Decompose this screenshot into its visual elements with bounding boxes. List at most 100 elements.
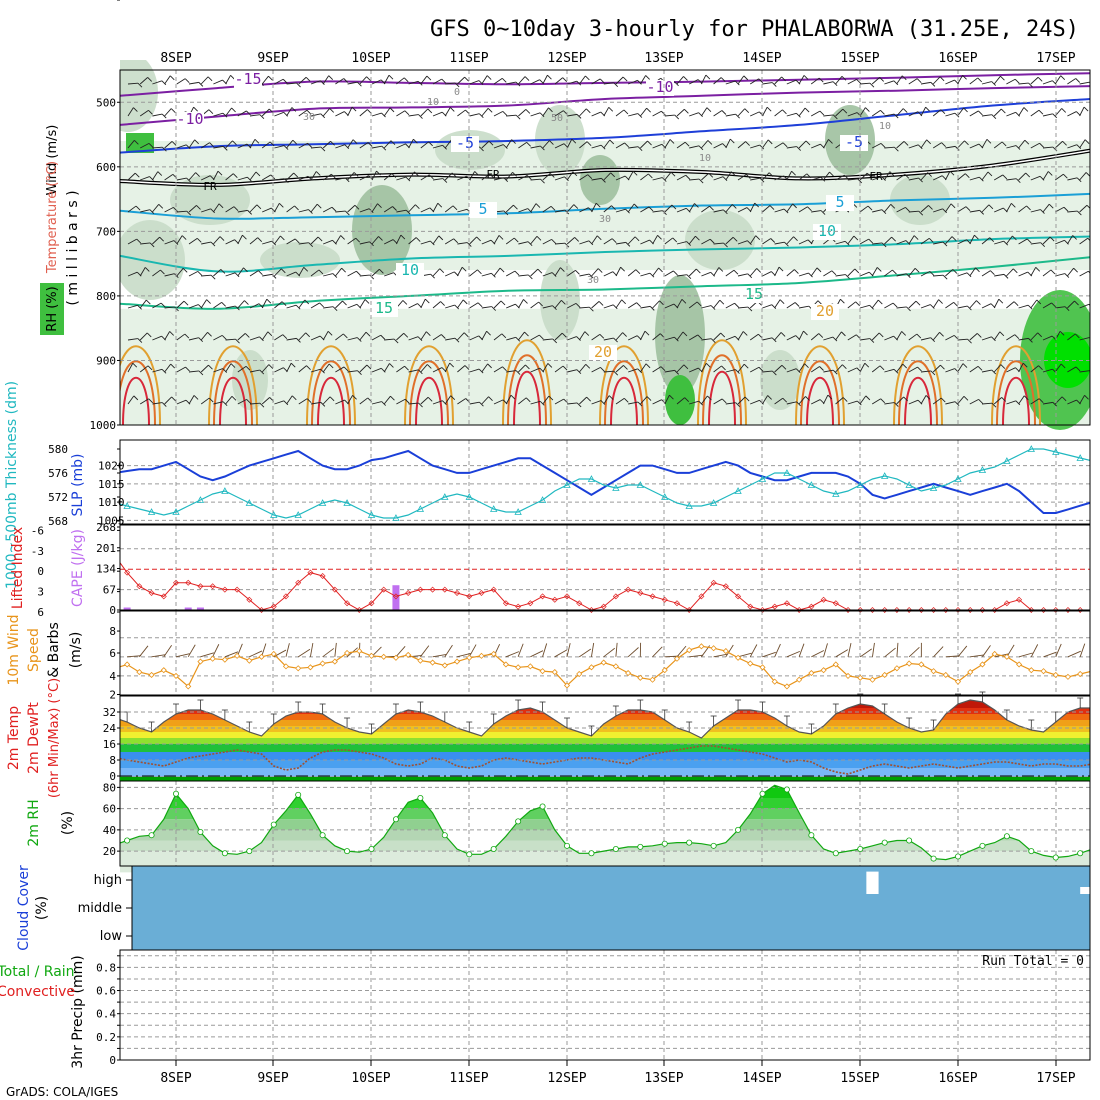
wind-barb <box>286 337 297 341</box>
thickness-marker <box>783 469 791 476</box>
wind-barb <box>396 77 405 85</box>
lifted-index-marker <box>502 600 509 607</box>
wind10m-marker <box>258 653 265 660</box>
wind-barb-flag <box>488 396 493 401</box>
wind-barb <box>1079 270 1089 277</box>
thickness-marker <box>1076 454 1084 461</box>
wind-barb <box>603 107 610 117</box>
wind-barb-flag <box>424 298 430 304</box>
wind-barb-flag <box>476 236 481 242</box>
wind-barb <box>615 241 626 245</box>
wind-barb-flag <box>906 306 911 312</box>
wind-barb <box>969 300 977 309</box>
wind-barb <box>567 80 577 85</box>
wind-barb <box>847 112 858 117</box>
wind-barb <box>859 82 871 85</box>
contour-label-bg <box>813 224 841 240</box>
wind-barb <box>383 395 391 405</box>
wind-barb-flag <box>881 209 887 215</box>
wind-barb-flag <box>366 364 372 370</box>
wind-barb-flag <box>662 210 667 216</box>
wind-barb <box>762 82 773 85</box>
wind-barb-flag <box>501 78 507 83</box>
wind-barb <box>139 267 146 277</box>
wind-barb <box>140 209 151 213</box>
wind10m-barb <box>615 642 618 657</box>
wind-barb-flag <box>1088 270 1090 274</box>
wind10m-barb <box>872 642 875 657</box>
wind-barb-flag <box>454 337 460 343</box>
li-tick-label: -6 <box>31 524 44 537</box>
rh2m-plot <box>120 776 1090 873</box>
wind-barb <box>200 332 208 341</box>
wind-barb-flag <box>625 242 631 247</box>
wind-barb <box>213 335 223 341</box>
rh-contour-label: 0 <box>454 87 460 98</box>
wind-barb <box>884 368 895 373</box>
wind-barb <box>786 146 797 149</box>
wind-barb-flag <box>463 332 469 337</box>
wind10m-marker <box>734 654 742 661</box>
wind-barb <box>444 107 451 117</box>
wind-barb <box>1042 269 1052 277</box>
wind-barb <box>640 396 648 405</box>
wind-barb <box>749 333 759 341</box>
wind-barb-flag <box>782 109 787 115</box>
wind-barb <box>896 306 907 309</box>
wind-barb <box>884 146 895 149</box>
wind-barb-flag <box>486 330 491 336</box>
wind-barb <box>383 363 390 373</box>
wind-barb-flag <box>918 210 924 216</box>
wind-barb <box>896 207 906 213</box>
wind-barb-flag <box>611 205 616 210</box>
wind-barb-flag <box>576 80 582 86</box>
wind-barb <box>225 173 234 181</box>
wind-barb-flag <box>552 305 557 311</box>
wind-barb-flag <box>364 299 370 304</box>
wind-barb-flag <box>625 208 630 214</box>
wind-barb-flag <box>488 140 494 146</box>
wind-barb <box>1092 242 1100 244</box>
wind-barb <box>420 141 429 149</box>
wind-barb-flag <box>318 269 324 275</box>
wind10m-barb <box>859 648 872 658</box>
wind10m-barb <box>896 642 899 657</box>
wind-barb-flag <box>1060 363 1066 369</box>
lifted-index-marker <box>185 579 192 586</box>
wind-barb <box>1054 363 1062 373</box>
wind-barb-flag <box>942 208 948 214</box>
wind-barb <box>1092 142 1100 148</box>
wind-barb-flag <box>808 272 813 278</box>
wind-barb <box>884 402 895 405</box>
wind-barb-flag <box>842 364 847 369</box>
wind-barb <box>493 111 504 117</box>
wind-barb <box>579 108 587 117</box>
wind-barb <box>932 142 942 149</box>
temperature-axis-label: Temperature (°C) <box>45 161 60 274</box>
wind-barb <box>335 267 342 277</box>
wind-barb-flag <box>353 172 359 177</box>
contour-label-bg <box>396 263 424 279</box>
wind10m-marker <box>942 671 949 679</box>
wind-barb-flag <box>280 268 286 274</box>
wind-barb-flag <box>186 210 192 216</box>
wind10m-barb <box>334 642 337 657</box>
thickness-marker <box>563 481 571 488</box>
wind-barb <box>1092 176 1100 180</box>
wind-barb <box>384 239 394 245</box>
wind-barb-flag <box>770 238 776 243</box>
rh2m-marker <box>197 829 204 836</box>
wind-barb-flag <box>296 338 301 343</box>
wind-barb <box>859 304 870 309</box>
wind-barb <box>664 204 673 213</box>
wind-barb-flag <box>259 114 265 120</box>
thickness-marker <box>661 493 669 500</box>
wind-barb-flag <box>1023 395 1029 401</box>
wind-barb-flag <box>669 139 675 144</box>
lifted-index-marker <box>942 607 949 613</box>
wind-barb <box>164 173 174 181</box>
wind-barb <box>152 171 159 181</box>
wind-barb <box>652 110 662 117</box>
wind-barb <box>627 171 634 181</box>
wind-barb-flag <box>171 141 177 146</box>
